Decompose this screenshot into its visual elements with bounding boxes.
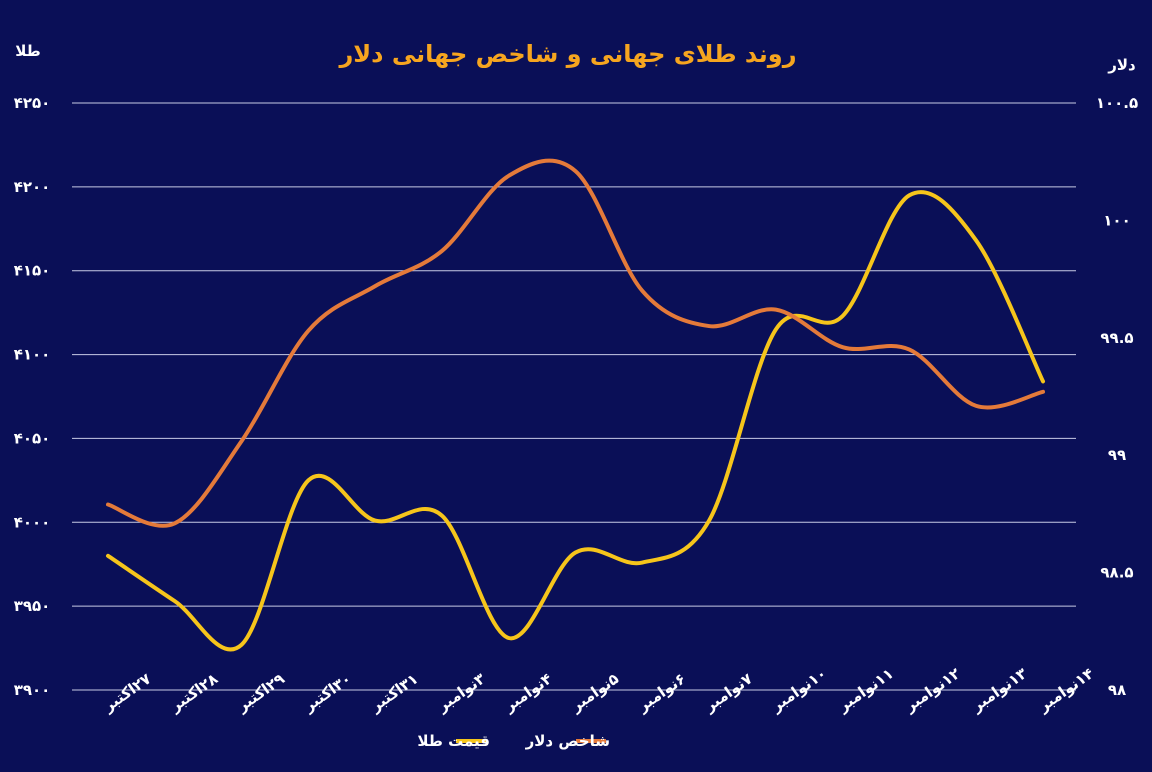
series-line [106, 190, 1045, 652]
y-tick-label: ۴۲۰۰ [14, 178, 51, 196]
y-tick-label: ۴۰۵۰ [14, 429, 51, 447]
y2-tick-label: ۹۸.۵ [1100, 564, 1133, 582]
x-tick-label: ۵نوامبر [567, 670, 622, 716]
y2-tick-label: ۹۹.۵ [1100, 329, 1133, 347]
y-tick-label: ۴۲۵۰ [14, 94, 51, 112]
y-tick-label: ۳۹۰۰ [14, 681, 51, 699]
x-tick-label: ۶نوامبر [633, 670, 688, 716]
y-tick-label: ۳۹۵۰ [14, 597, 51, 615]
chart-title: روند طلای جهانی و شاخص جهانی دلار [338, 40, 796, 68]
y2-tick-label: ۱۰۰ [1103, 211, 1130, 229]
y2-tick-label: ۱۰۰.۵ [1096, 94, 1138, 112]
x-tick-label: ۷نوامبر [700, 670, 755, 716]
y2-tick-label: ۹۸ [1108, 681, 1126, 699]
legend-label: شاخص دلار [525, 732, 610, 750]
legend-label: قیمت طلا [417, 732, 490, 750]
x-tick-label: ۲۹اکتبر [233, 670, 288, 716]
x-tick-label: ۲۸اکتبر [166, 670, 221, 716]
x-tick-label: ۳۰اکتبر [300, 670, 355, 716]
y-tick-label: ۴۱۰۰ [14, 346, 51, 364]
x-tick-label: ۳نوامبر [433, 670, 488, 716]
y-axis-label: طلا [15, 42, 41, 60]
x-tick-label: ۴نوامبر [500, 670, 555, 716]
y2-tick-label: ۹۹ [1108, 446, 1126, 464]
x-tick-label: ۳۱اکتبر [366, 670, 421, 716]
y-tick-label: ۴۱۵۰ [14, 262, 51, 280]
y-tick-label: ۴۰۰۰ [14, 513, 51, 531]
y2-axis-label: دلار [1107, 56, 1136, 74]
x-tick-label: ۲۷اکتبر [99, 670, 154, 716]
series-line [106, 158, 1045, 528]
